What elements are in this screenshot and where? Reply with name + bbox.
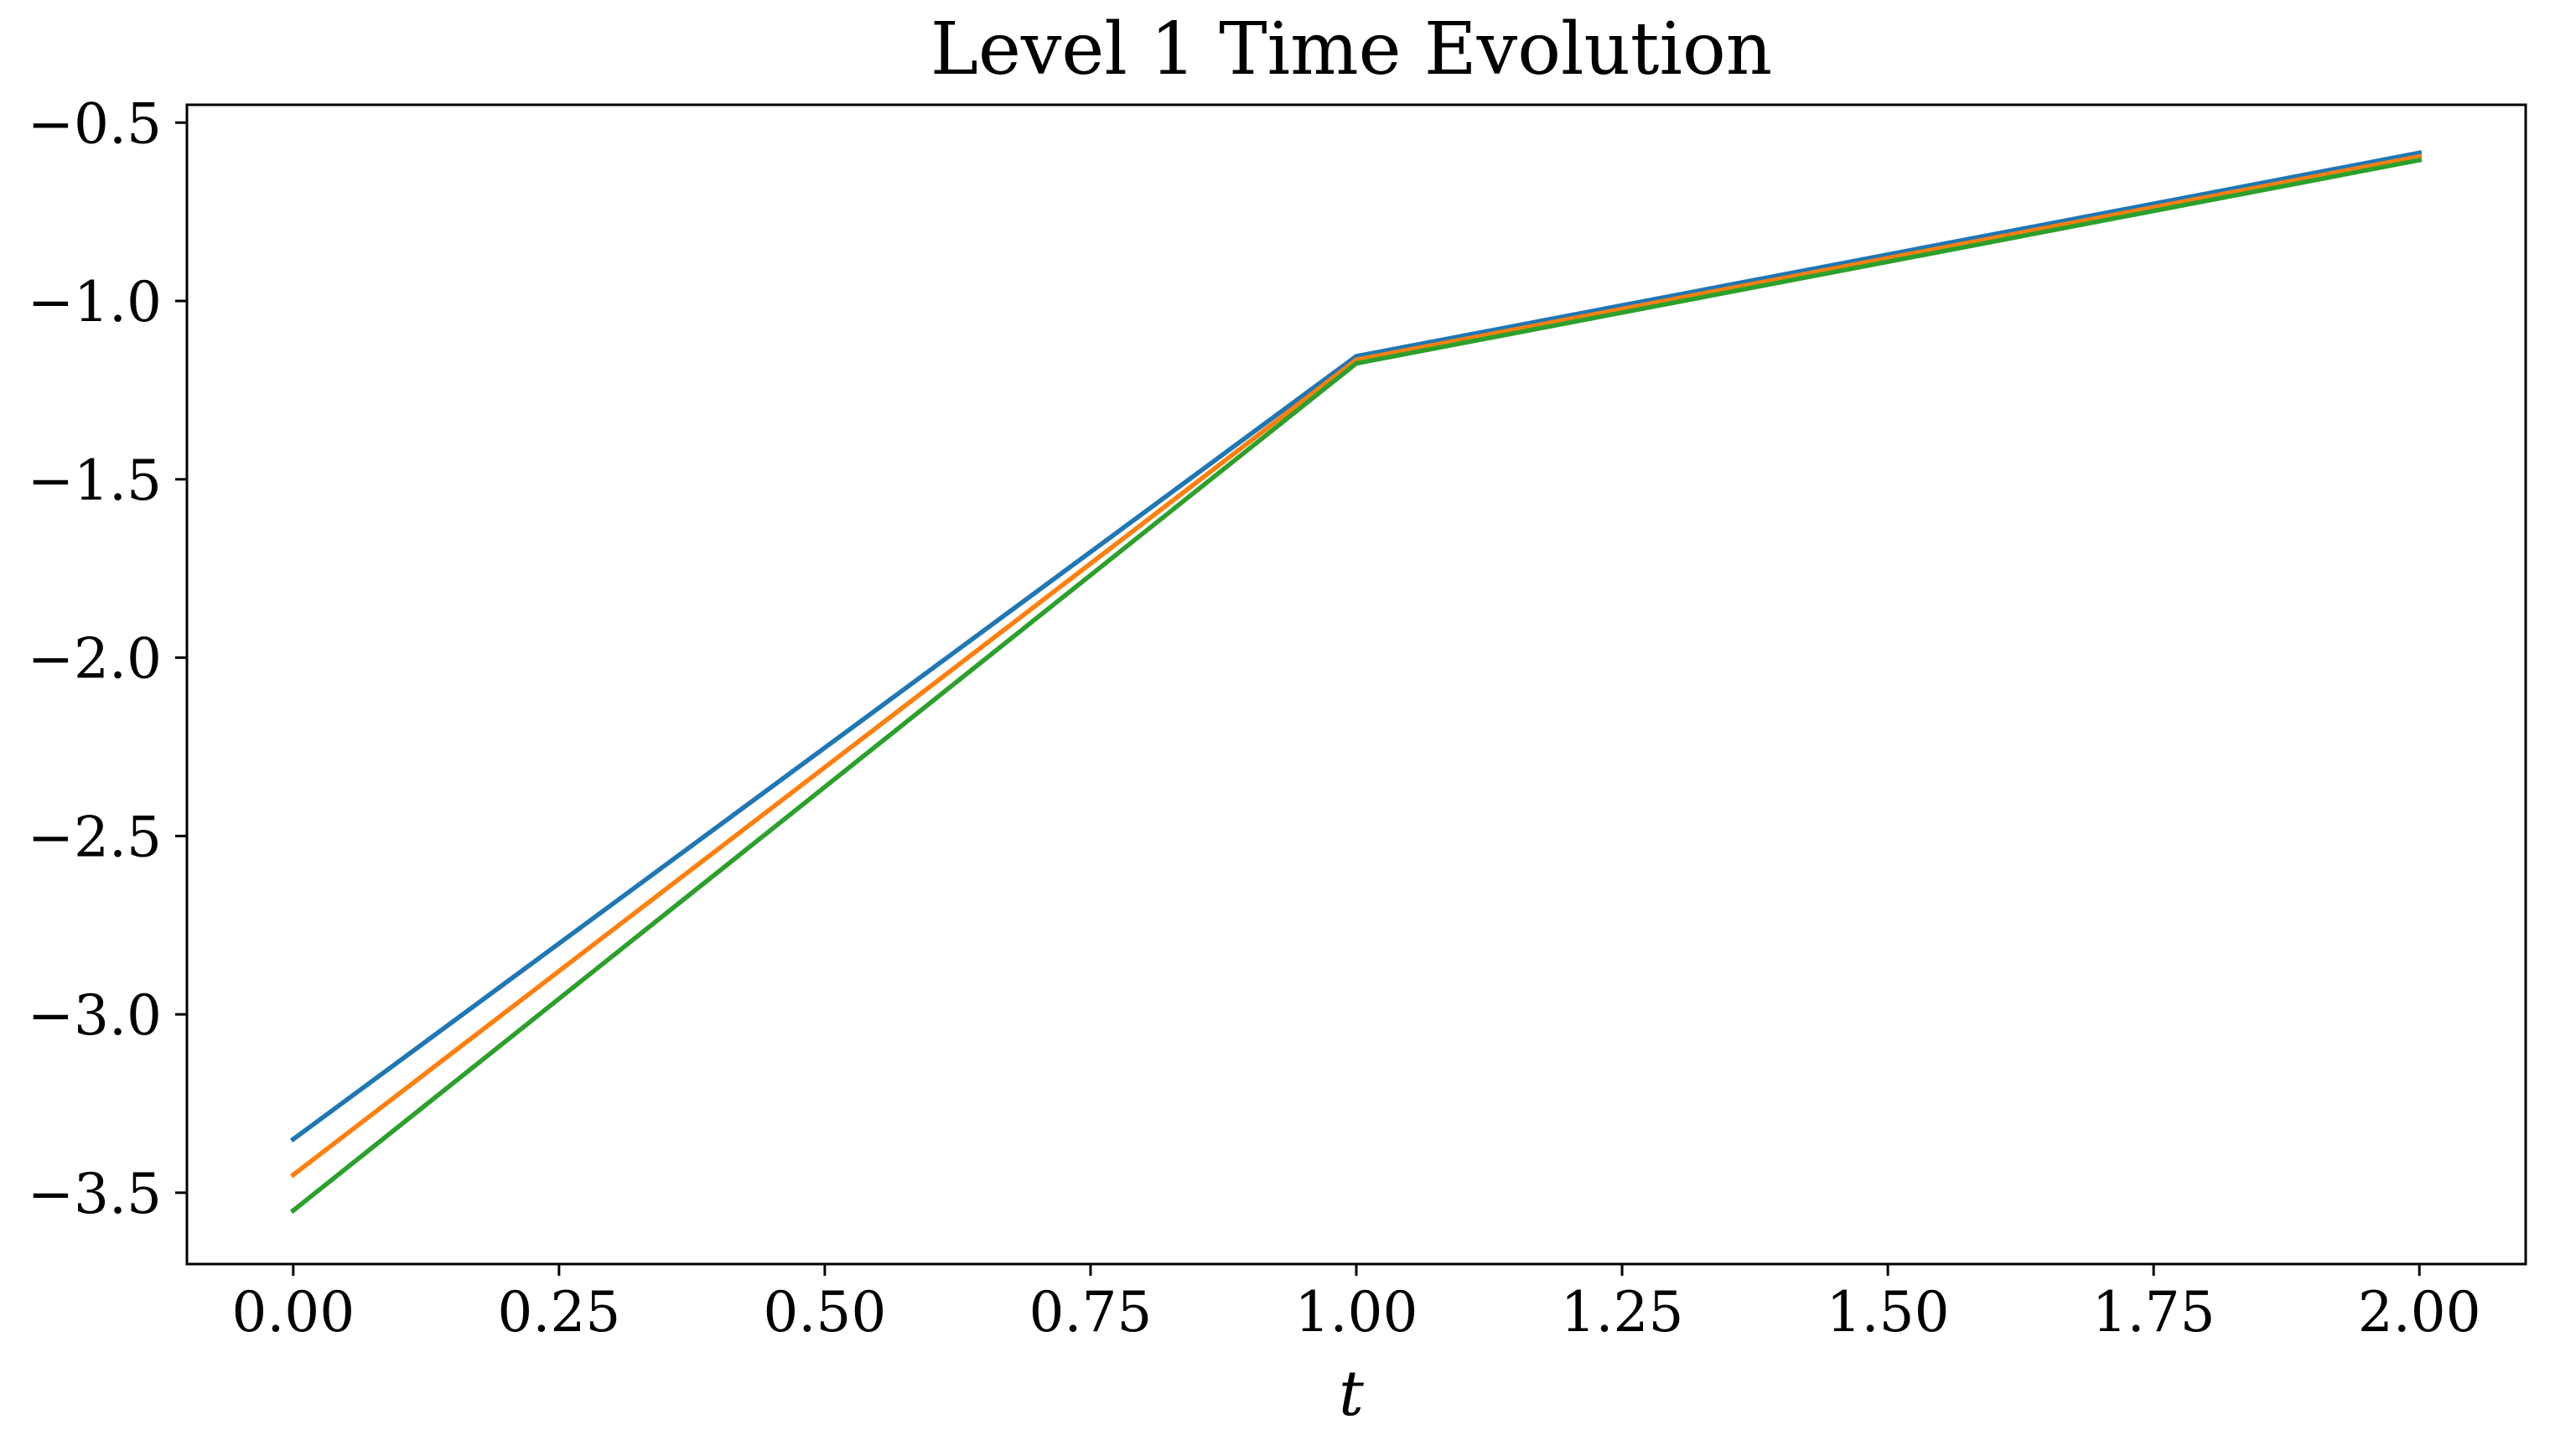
chart-title: Level 1 Time Evolution: [930, 8, 1772, 91]
series-line-1: [289, 150, 2423, 1143]
y-tick-label: −3.5: [28, 1162, 162, 1226]
x-tick-label: 1.00: [1295, 1280, 1418, 1345]
x-tick-label: 0.25: [497, 1280, 620, 1345]
plot-area-frame: [185, 103, 2527, 1266]
y-tick-label: −0.5: [28, 91, 162, 156]
x-tick-label: 1.50: [1827, 1280, 1950, 1345]
y-tick-label: −3.0: [28, 983, 162, 1048]
x-tick-label: 1.25: [1561, 1280, 1684, 1345]
y-axis-ticks: −0.5 −1.0 −1.5 −2.0 −2.5 −3.0 −3.5: [28, 91, 187, 1226]
y-tick-label: −1.0: [28, 270, 162, 334]
x-tick-label: 1.75: [2092, 1280, 2216, 1345]
x-axis-ticks: 0.00 0.25 0.50 0.75 1.00 1.25 1.50 1.75 2.00: [231, 1264, 2481, 1345]
x-tick-label: 2.00: [2358, 1280, 2481, 1345]
series-line-3: [289, 157, 2423, 1215]
series-layer: [289, 150, 2423, 1215]
x-axis-label: t: [1339, 1358, 1364, 1430]
x-tick-label: 0.00: [231, 1280, 355, 1345]
x-tick-label: 0.75: [1029, 1280, 1152, 1345]
x-tick-label: 0.50: [763, 1280, 886, 1345]
y-tick-label: −2.0: [28, 627, 162, 692]
y-tick-label: −1.5: [28, 448, 162, 513]
y-tick-label: −2.5: [28, 805, 162, 869]
series-line-2: [289, 153, 2423, 1179]
